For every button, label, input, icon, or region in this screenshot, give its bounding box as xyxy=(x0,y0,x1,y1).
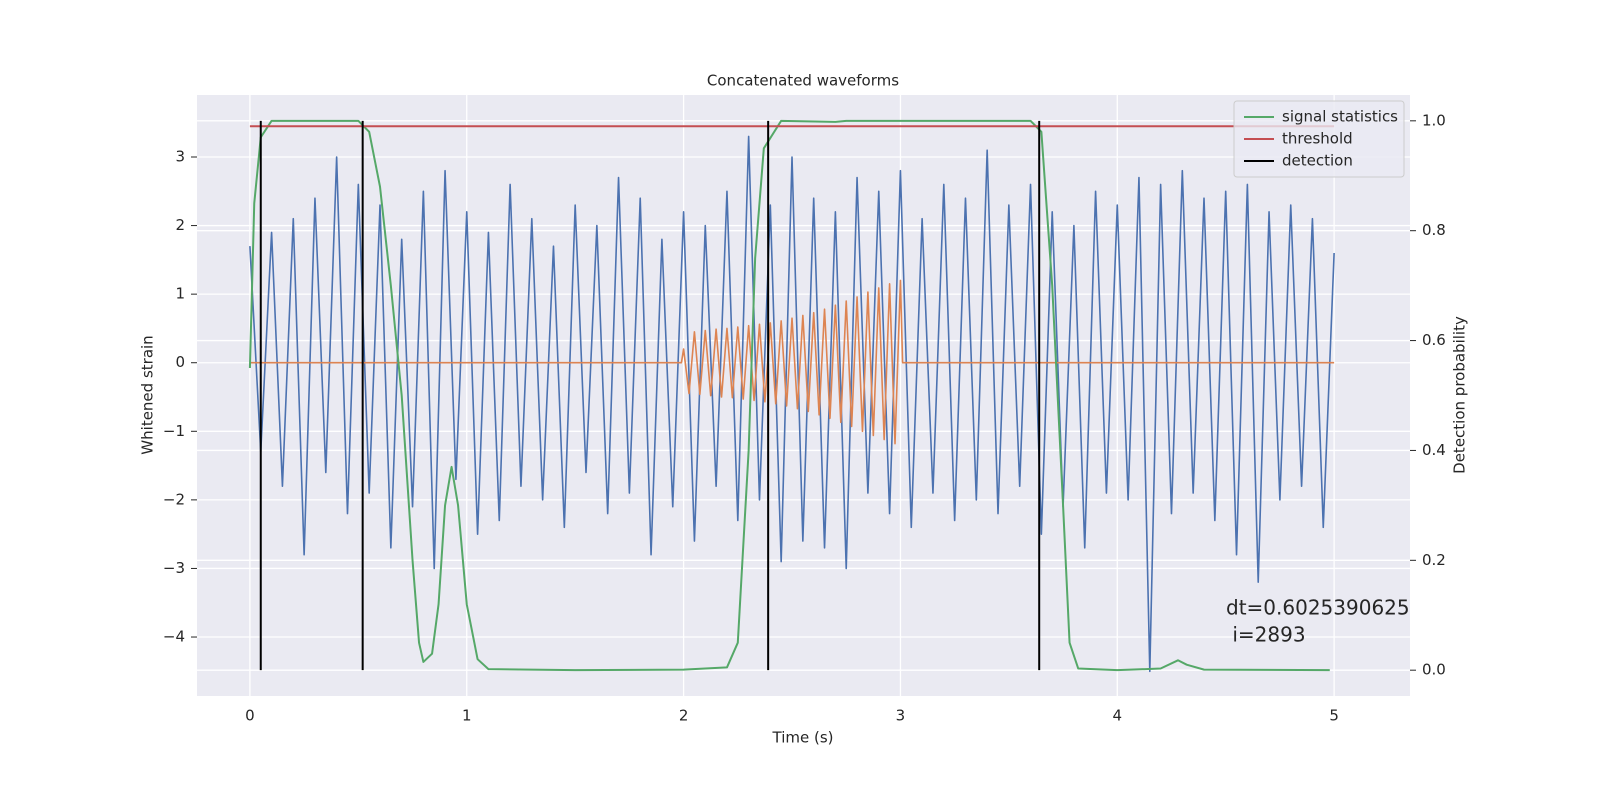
annotation: i=2893 xyxy=(1226,623,1306,647)
legend-label: signal statistics xyxy=(1282,108,1398,126)
y-tick-label: −2 xyxy=(163,490,185,508)
y2-tick-label: 0.4 xyxy=(1422,441,1446,459)
x-tick-label: 2 xyxy=(679,707,689,725)
chart-title: Concatenated waveforms xyxy=(707,72,899,90)
data-line xyxy=(248,119,1330,672)
legend-box xyxy=(1233,100,1405,178)
marks xyxy=(248,119,1335,673)
x-tick-label: 4 xyxy=(1112,707,1122,725)
x-tick-label: 0 xyxy=(245,707,255,725)
x-axis-label: Time (s) xyxy=(772,729,834,747)
legend: signal statistics threshold detection xyxy=(1233,100,1405,178)
y2-axis-label: Detection probability xyxy=(1451,316,1469,474)
legend-label: detection xyxy=(1282,152,1353,170)
y-tick-label: 1 xyxy=(175,285,185,303)
x-tick-label: 1 xyxy=(462,707,472,725)
y2-tick-label: 0.0 xyxy=(1422,661,1446,679)
y2-tick-label: 0.8 xyxy=(1422,221,1446,239)
y-tick-label: 2 xyxy=(175,216,185,234)
y2-tick-label: 0.2 xyxy=(1422,551,1446,569)
labels: 0 1 2 3 4 5 −4 −3 −2 −1 0 1 2 3 0.0 0.2 0.4 0.6 0.8 1.0 xyxy=(163,111,1446,724)
y2-tick-label: 0.6 xyxy=(1422,331,1446,349)
plot-area xyxy=(197,95,1410,696)
x-tick-label: 3 xyxy=(896,707,906,725)
data-line xyxy=(249,279,1335,445)
y-tick-label: −1 xyxy=(163,422,185,440)
y-tick-label: 0 xyxy=(175,353,185,371)
y-tick-label: −4 xyxy=(163,628,185,646)
annotation: dt=0.6025390625 xyxy=(1226,596,1410,620)
y-axis-label: Whitened strain xyxy=(139,335,157,454)
legend-label: threshold xyxy=(1282,130,1353,148)
y-tick-label: 3 xyxy=(175,147,185,165)
x-tick-label: 5 xyxy=(1329,707,1339,725)
y2-tick-label: 1.0 xyxy=(1422,111,1446,129)
y-tick-label: −3 xyxy=(163,559,185,577)
data-line xyxy=(249,135,1335,673)
